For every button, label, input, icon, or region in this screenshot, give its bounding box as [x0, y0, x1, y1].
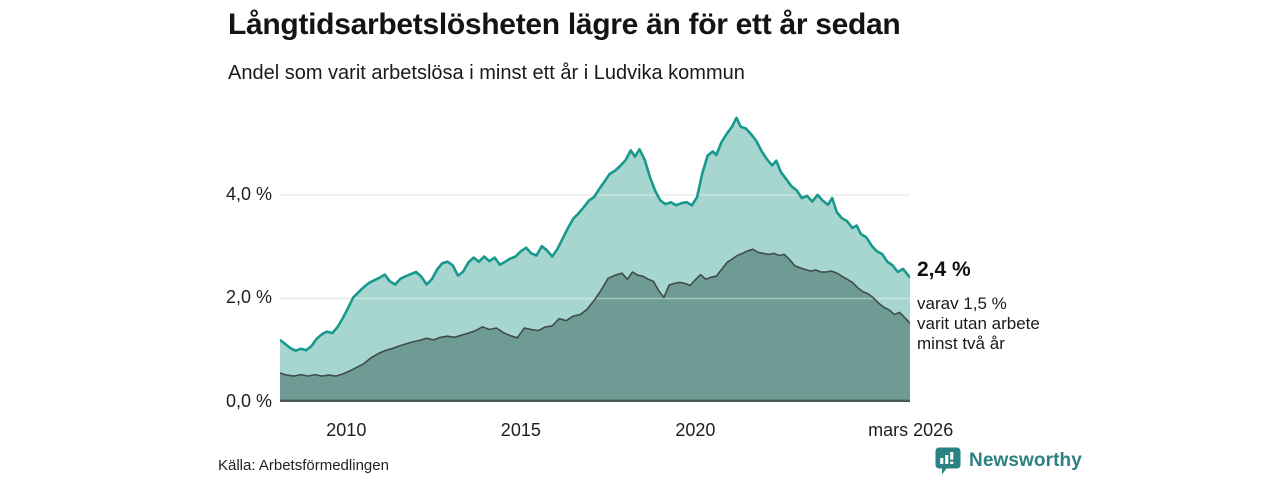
y-tick-label: 2,0 %	[225, 287, 272, 308]
annotation-line: varit utan arbete	[917, 314, 1040, 333]
annotation-line: varav 1,5 %	[917, 294, 1007, 313]
x-tick-label: 2010	[326, 420, 367, 440]
area-series-1	[280, 249, 910, 402]
page-title: Långtidsarbetslösheten lägre än för ett …	[228, 8, 901, 41]
secondary-annotation: varav 1,5 % varit utan arbete minst två …	[917, 294, 1040, 354]
latest-value-label: 2,4 %	[917, 258, 971, 281]
line-series-0	[280, 116, 910, 352]
annotation-line: minst två år	[917, 334, 1005, 353]
x-tick-label: 2015	[500, 420, 541, 440]
area-chart-svg	[280, 116, 910, 402]
y-tick-label: 0,0 %	[225, 391, 272, 411]
area-chart-plot	[280, 110, 910, 402]
x-tick-label: 2020	[675, 420, 716, 440]
newsworthy-logo: Newsworthy	[935, 447, 1082, 475]
x-tick-label: mars 2026	[868, 420, 954, 440]
brand-name: Newsworthy	[969, 450, 1082, 471]
newsworthy-bubble-chart-icon	[935, 447, 961, 475]
chart-subtitle: Andel som varit arbetslösa i minst ett å…	[228, 62, 745, 84]
line-series-1	[280, 248, 910, 377]
y-tick-label: 4,0 %	[225, 183, 272, 204]
source-credit: Källa: Arbetsförmedlingen	[218, 457, 389, 474]
